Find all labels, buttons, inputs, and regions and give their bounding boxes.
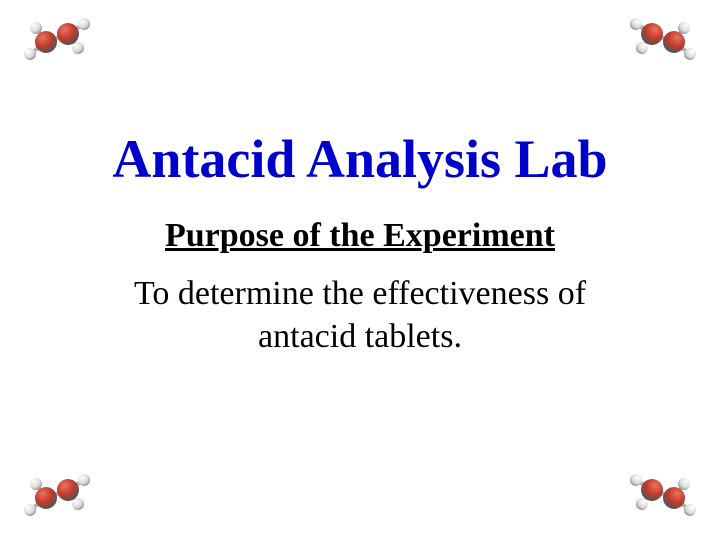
page-title: Antacid Analysis Lab [60, 130, 660, 189]
molecule-icon [618, 468, 708, 528]
body-text: To determine the effectiveness of antaci… [100, 273, 620, 358]
molecule-icon [12, 12, 102, 72]
content-area: Antacid Analysis Lab Purpose of the Expe… [0, 130, 720, 358]
molecule-icon [12, 468, 102, 528]
section-subtitle: Purpose of the Experiment [60, 217, 660, 255]
molecule-icon [618, 12, 708, 72]
